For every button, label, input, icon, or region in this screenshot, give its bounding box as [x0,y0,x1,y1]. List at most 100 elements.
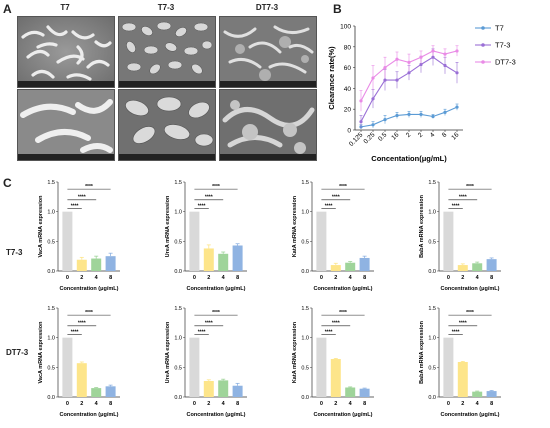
sem-image-t7-3-high-mag [118,89,216,161]
panel-c-letter: C [3,176,12,190]
bar [218,253,229,271]
significance-label: **** [466,184,474,190]
x-tick-label: 0 [320,401,323,407]
legend-label-dt7-3: DT7-3 [495,58,516,67]
y-tick-label: 0.5 [428,365,436,371]
significance-label: **** [85,184,93,190]
x-tick-label: 0 [447,401,450,407]
data-point-t7-3 [407,71,411,75]
y-tick-label: 60 [344,65,352,72]
x-tick-label: 8 [363,275,366,281]
significance-label: **** [325,204,333,210]
x-tick-label: 4 [476,401,480,407]
bar [105,256,116,271]
vaca-t7-3-bar-chart: 0.0 0.5 1.0 1.5 0 2 4 8 **** **** **** VacA mRNA ex… [38,180,120,292]
significance-label: **** [332,321,340,327]
y-tick-label: 1.0 [174,210,182,216]
bar [76,363,87,397]
x-tick-label: 0 [193,401,196,407]
y-tick-label: 0.0 [174,269,182,275]
y-axis-title: KatA mRNA expression [292,195,298,257]
y-tick-label: 0.0 [47,395,55,401]
y-tick-label: 40 [344,86,352,93]
x-tick-label: 2 [405,131,413,139]
y-tick-label: 0.5 [428,239,436,245]
row-label-dt7-3: DT7-3 [6,348,29,357]
bar [91,258,102,271]
x-tick-label: 8 [236,275,239,281]
urea-dt7-3-bar-chart: 0.0 0.5 1.0 1.5 0 2 4 8 **** **** **** UreA mRNA ex… [165,306,247,418]
baba-t7-3-bar-chart: 0.0 0.5 1.0 1.5 0 2 4 8 **** **** **** BabA mRNA ex… [419,180,501,292]
significance-label: **** [198,330,206,336]
y-tick-label: 1.5 [47,180,55,186]
significance-label: **** [452,204,460,210]
significance-label: **** [78,321,86,327]
y-tick-label: 0.5 [174,239,182,245]
data-point-dt7-3 [359,99,363,103]
y-axis-title: Clearance rate(%) [327,46,336,110]
x-tick-label: 2 [461,275,464,281]
bar [189,337,200,397]
significance-label: **** [205,321,213,327]
data-point-t7-3 [359,120,363,124]
y-tick-label: 0.5 [47,365,55,371]
significance-label: **** [71,204,79,210]
data-point-dt7-3 [443,52,447,56]
x-tick-label: 0 [66,401,69,407]
legend-label-t7: T7 [495,24,504,33]
y-tick-label: 1.5 [47,306,55,312]
x-tick-label: 4 [349,275,353,281]
bar [232,245,243,271]
y-axis-title: VacA mRNA expression [38,321,44,384]
bar [218,380,229,397]
x-tick-label: 8 [490,401,493,407]
x-tick-label: 8 [109,401,112,407]
legend-marker-t7 [481,26,485,30]
y-tick-label: 1.0 [47,210,55,216]
significance-label: **** [212,310,220,316]
kata-t7-3-bar-chart: 0.0 0.5 1.0 1.5 0 2 4 8 **** **** **** KatA mRNA ex… [292,180,374,292]
x-tick-label: 4 [476,275,480,281]
x-tick-label: 4 [222,275,226,281]
bar [359,257,370,271]
x-axis-title: Concentration (μg/mL) [441,286,500,292]
row-label-t7-3: T7-3 [6,248,23,257]
bar [486,259,497,271]
panel-a-letter: A [3,2,12,16]
sem-column-title-t7: T7 [60,3,70,12]
legend-marker-t7-3 [481,43,485,47]
bar [345,262,356,271]
y-tick-label: 1.0 [428,336,436,342]
x-tick-label: 16 [390,131,400,141]
significance-label: **** [71,330,79,336]
bar [472,263,483,271]
significance-label: **** [332,195,340,201]
x-axis-title: Concentration (μg/mL) [441,412,500,418]
data-point-dt7-3 [371,76,375,80]
y-axis-title: UreA mRNA expression [165,321,171,383]
data-point-t7 [383,118,387,122]
x-tick-label: 4 [222,401,226,407]
data-point-dt7-3 [407,60,411,64]
y-tick-label: 0.0 [301,395,309,401]
bar [62,211,73,271]
x-tick-label: 2 [80,275,83,281]
data-point-t7-3 [419,62,423,67]
y-axis-title: VacA mRNA expression [38,195,44,258]
y-tick-label: 0.0 [174,395,182,401]
x-tick-label: 8 [109,275,112,281]
data-point-t7 [371,123,375,127]
significance-label: **** [339,184,347,190]
significance-label: **** [459,321,467,327]
sem-image-t7-3-low-mag [118,16,216,88]
y-axis-title: BabA mRNA expression [419,194,425,257]
baba-dt7-3-bar-chart: 0.0 0.5 1.0 1.5 0 2 4 8 **** **** **** BabA mRNA ex… [419,306,501,418]
bar [457,361,468,397]
sem-image-dt7-3-low-mag [219,16,317,88]
data-point-t7-3 [431,55,435,59]
significance-label: **** [212,184,220,190]
data-point-t7-3 [383,78,387,82]
bar [91,388,102,397]
y-axis-title: UreA mRNA expression [165,195,171,257]
